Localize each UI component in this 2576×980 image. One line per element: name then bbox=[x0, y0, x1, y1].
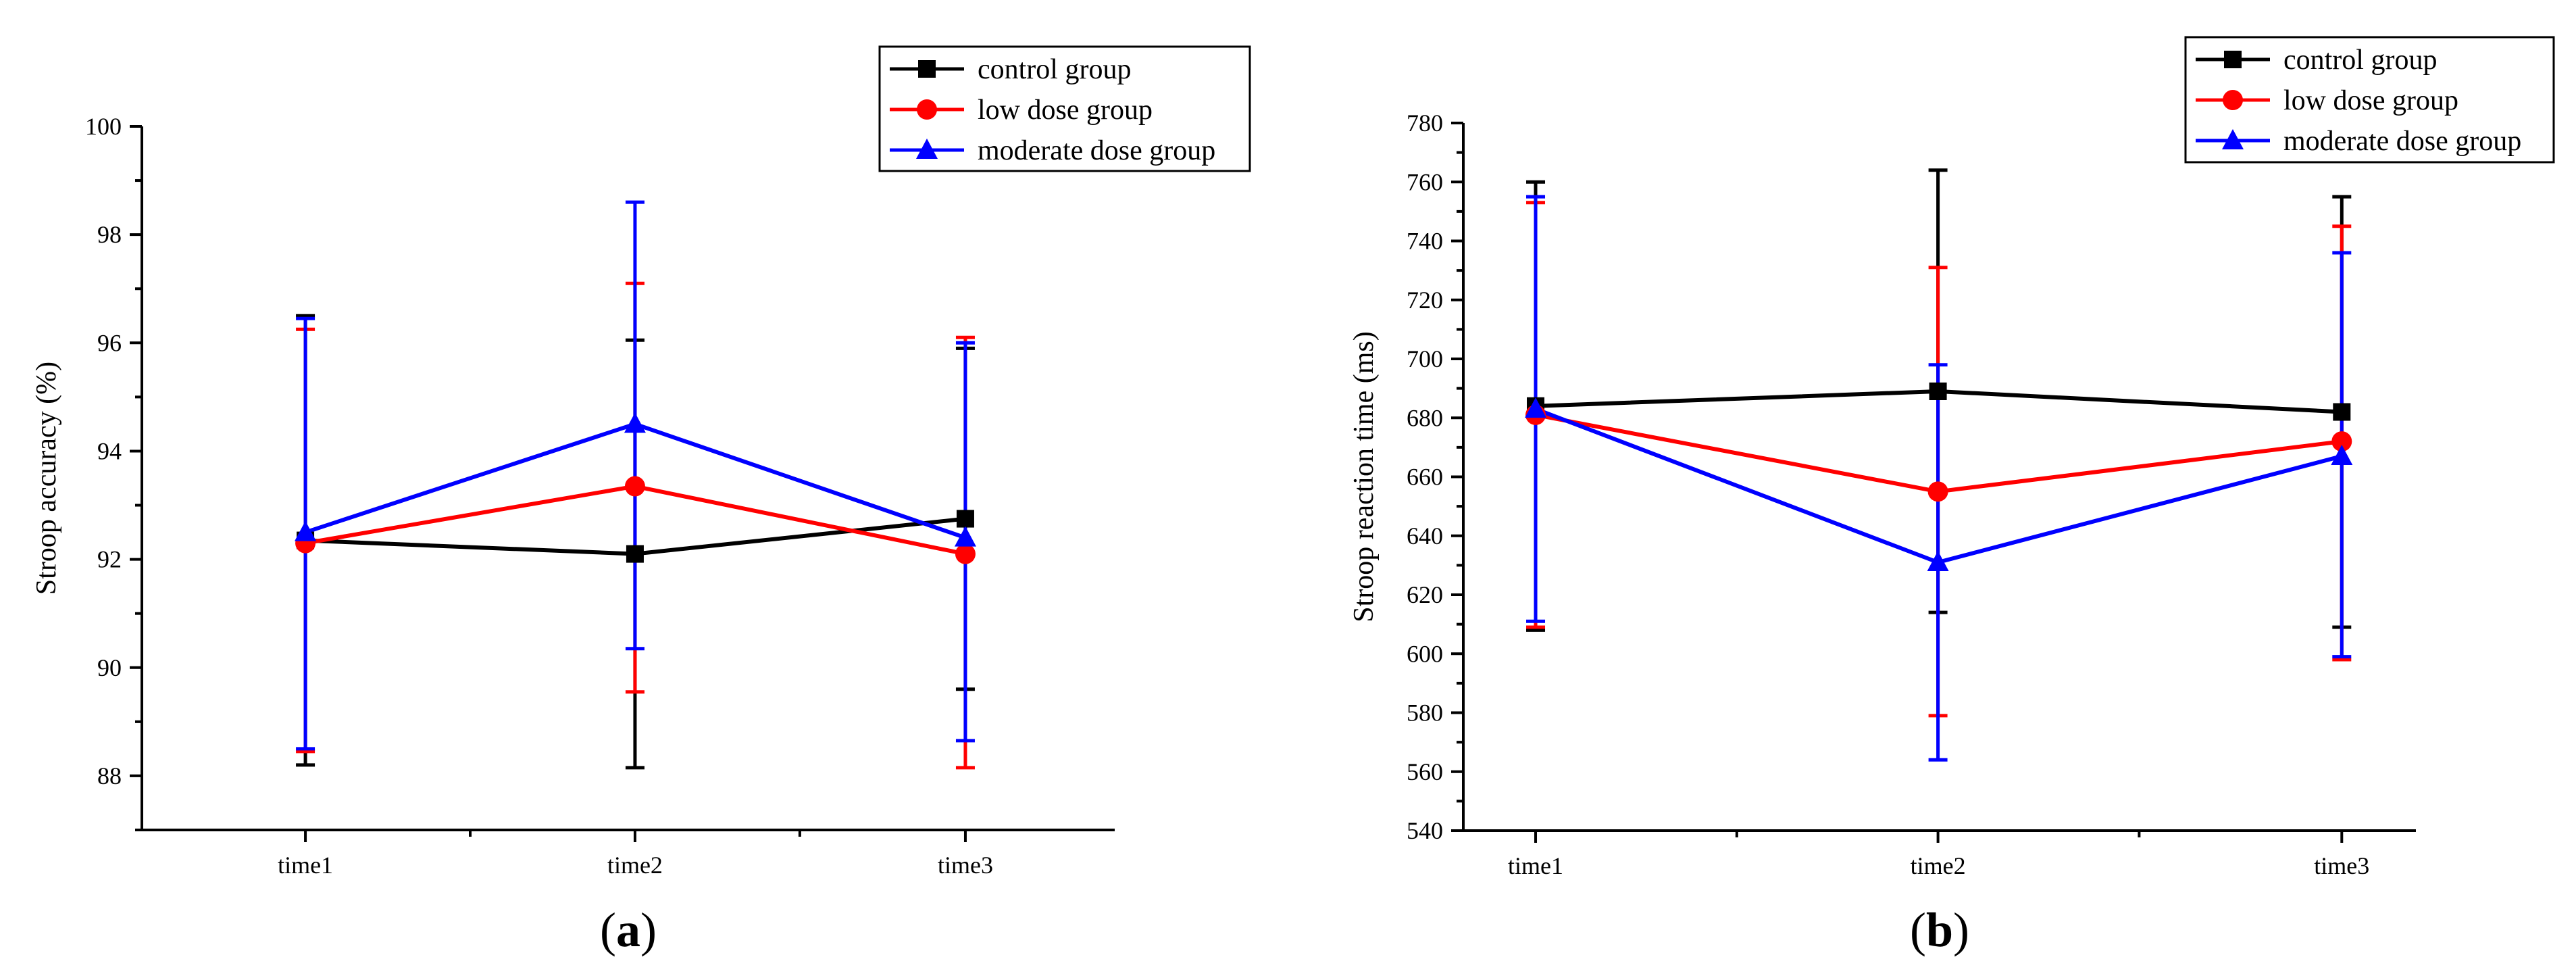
y-tick-label: 640 bbox=[1407, 522, 1443, 549]
legend: control group low dose group moderate dose… bbox=[878, 45, 1251, 172]
data-point bbox=[1927, 481, 1948, 502]
y-tick-label: 88 bbox=[97, 762, 122, 789]
legend-label: moderate dose group bbox=[2283, 126, 2521, 157]
data-point bbox=[624, 412, 646, 433]
y-tick-label: 100 bbox=[85, 113, 122, 140]
y-tick-label: 760 bbox=[1407, 168, 1443, 195]
data-point bbox=[1927, 551, 1949, 572]
legend-label: control group bbox=[2283, 45, 2437, 76]
legend-marker bbox=[2222, 129, 2244, 149]
y-tick-label: 560 bbox=[1407, 758, 1443, 785]
data-point bbox=[1929, 382, 1947, 400]
y-tick-label: 580 bbox=[1407, 700, 1443, 727]
data-point bbox=[955, 543, 976, 564]
legend-label: control group bbox=[978, 54, 1131, 85]
y-tick-label: 92 bbox=[97, 546, 122, 573]
data-point bbox=[954, 526, 976, 547]
y-axis-title: Stroop reaction time (ms) bbox=[1348, 331, 1380, 622]
y-tick-label: 600 bbox=[1407, 640, 1443, 667]
legend: control group low dose group moderate dose… bbox=[2184, 36, 2555, 164]
y-tick-label: 540 bbox=[1407, 817, 1443, 844]
y-tick-label: 620 bbox=[1407, 581, 1443, 608]
data-point bbox=[295, 520, 317, 541]
legend-marker bbox=[916, 139, 938, 159]
y-tick-label: 720 bbox=[1407, 287, 1443, 314]
y-tick-label: 700 bbox=[1407, 345, 1443, 372]
data-point bbox=[956, 510, 974, 528]
legend-marker bbox=[2223, 90, 2243, 110]
legend-label: low dose group bbox=[2283, 85, 2458, 116]
y-tick-label: 98 bbox=[97, 221, 122, 248]
legend-label: low dose group bbox=[978, 95, 1153, 126]
panel-label: (a) bbox=[600, 903, 657, 957]
y-tick-label: 740 bbox=[1407, 228, 1443, 255]
x-tick-label: time1 bbox=[278, 852, 333, 879]
x-tick-label: time2 bbox=[1911, 852, 1966, 879]
y-tick-label: 94 bbox=[97, 437, 122, 464]
x-tick-label: time1 bbox=[1508, 852, 1563, 879]
data-point bbox=[2333, 403, 2351, 421]
y-tick-label: 90 bbox=[97, 654, 122, 681]
chart-panel-a: 88 90 92 94 96 98 100 time1 time2 time3 Stroop acc… bbox=[31, 45, 1251, 957]
x-tick-label: time3 bbox=[938, 852, 993, 879]
y-tick-label: 660 bbox=[1407, 464, 1443, 491]
x-tick-label: time3 bbox=[2314, 852, 2369, 879]
legend-marker bbox=[918, 60, 936, 78]
x-tick-label: time2 bbox=[607, 852, 663, 879]
legend-marker bbox=[917, 99, 937, 120]
y-tick-label: 96 bbox=[97, 329, 122, 356]
y-tick-label: 780 bbox=[1407, 109, 1443, 137]
y-tick-label: 680 bbox=[1407, 404, 1443, 431]
data-point bbox=[626, 545, 644, 563]
data-point bbox=[2331, 431, 2352, 452]
data-point bbox=[2331, 444, 2353, 465]
data-point bbox=[1525, 397, 1547, 418]
panel-label: (b) bbox=[1910, 903, 1969, 957]
y-axis-title: Stroop accuracy (%) bbox=[31, 362, 62, 595]
data-point bbox=[624, 476, 645, 497]
chart-panel-b: 540 560 580 600 620 640 660 680 700 720 740 760 780 t… bbox=[1348, 36, 2555, 957]
legend-label: moderate dose group bbox=[978, 135, 1215, 166]
legend-marker bbox=[2224, 51, 2242, 68]
